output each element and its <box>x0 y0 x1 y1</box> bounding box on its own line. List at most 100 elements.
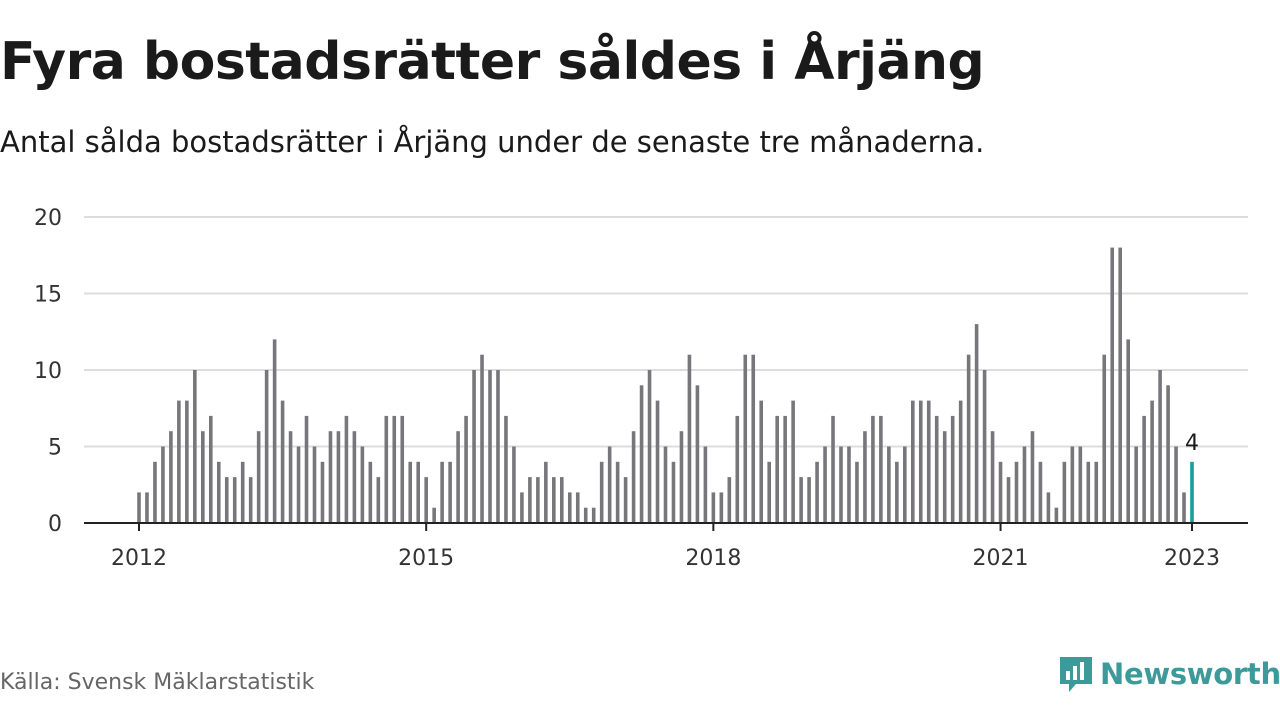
bar <box>791 400 795 523</box>
x-tick-label: 2015 <box>398 546 454 571</box>
bar <box>1022 446 1027 523</box>
brand-name: Newsworthy <box>1100 657 1280 691</box>
x-tick-label: 2012 <box>111 546 167 571</box>
bar <box>679 431 684 523</box>
bar <box>839 446 843 523</box>
bar <box>201 431 205 523</box>
bar <box>320 461 325 523</box>
bar <box>934 415 939 523</box>
bar <box>631 431 636 523</box>
bar <box>583 507 588 523</box>
bar <box>504 415 508 523</box>
bar <box>424 477 428 523</box>
bar <box>336 431 341 523</box>
newsworthy-logo-icon <box>1060 657 1092 692</box>
bar <box>855 461 859 523</box>
bar <box>512 446 516 523</box>
bar <box>1046 492 1051 523</box>
chart-subtitle: Antal sålda bostadsrätter i Årjäng under… <box>0 125 985 159</box>
bar <box>1062 461 1067 523</box>
y-axis-tick-labels: 0 5 10 15 20 <box>34 206 62 537</box>
bar <box>926 400 931 523</box>
bar <box>1174 446 1178 523</box>
bar <box>496 370 500 523</box>
bar <box>719 492 724 523</box>
bar <box>1094 461 1099 523</box>
bar <box>775 415 779 523</box>
bar <box>312 446 317 523</box>
bar <box>942 431 947 523</box>
bar <box>735 415 740 523</box>
bar <box>169 431 173 523</box>
bar <box>432 507 436 523</box>
bar <box>567 492 572 523</box>
bar <box>1134 446 1138 523</box>
bar-latest <box>1190 461 1194 523</box>
y-tick-label: 20 <box>34 206 62 231</box>
chart-title: Fyra bostadsrätter såldes i Årjäng <box>0 32 985 92</box>
bar <box>655 400 660 523</box>
bar <box>599 461 604 523</box>
bar <box>847 446 851 523</box>
bar <box>831 415 835 523</box>
bar <box>288 431 293 523</box>
bar <box>623 477 628 523</box>
value-labels: 4 <box>1185 431 1199 456</box>
bar <box>328 431 333 523</box>
x-tick-label: 2021 <box>973 546 1029 571</box>
bar <box>1078 446 1083 523</box>
bar <box>153 461 157 523</box>
bar <box>1014 461 1019 523</box>
bar <box>264 370 269 523</box>
bar <box>1118 247 1123 523</box>
bar <box>727 477 732 523</box>
bar <box>376 477 381 523</box>
bar <box>280 400 285 523</box>
bar <box>193 370 197 523</box>
bar <box>895 461 899 523</box>
bar <box>982 370 987 523</box>
bar <box>559 477 564 523</box>
bar <box>751 354 756 523</box>
bar <box>1102 354 1107 523</box>
bar <box>440 461 444 523</box>
bar <box>1158 370 1162 523</box>
bar <box>647 370 652 523</box>
bar <box>161 446 165 523</box>
bar <box>185 400 189 523</box>
bar <box>1182 492 1186 523</box>
bar <box>815 461 819 523</box>
bar <box>863 431 867 523</box>
bar <box>711 492 716 523</box>
bar <box>1150 400 1154 523</box>
bar <box>703 446 708 523</box>
bar <box>145 492 149 523</box>
bar <box>240 461 245 523</box>
bar <box>1054 507 1059 523</box>
bar <box>416 461 421 523</box>
bar <box>998 461 1003 523</box>
bar <box>1110 247 1115 523</box>
source-note: Källa: Svensk Mäklarstatistik <box>0 670 315 695</box>
bar <box>759 400 764 523</box>
bar <box>488 370 492 523</box>
bar <box>823 446 827 523</box>
bar <box>137 492 141 523</box>
y-tick-label: 10 <box>34 359 62 384</box>
bar <box>903 446 907 523</box>
bar <box>918 400 923 523</box>
bar <box>384 415 389 523</box>
bar <box>232 477 237 523</box>
y-tick-label: 15 <box>34 283 62 308</box>
bar <box>887 446 891 523</box>
bar <box>272 339 277 523</box>
bar <box>304 415 309 523</box>
bar-chart: 0 5 10 15 20 2012 2015 2018 2021 2023 4 <box>34 206 1248 571</box>
bar <box>544 461 548 523</box>
bar <box>344 415 349 523</box>
bar <box>248 477 253 523</box>
bar <box>879 415 883 523</box>
bar <box>208 415 213 523</box>
bar <box>256 431 261 523</box>
bar <box>663 446 668 523</box>
